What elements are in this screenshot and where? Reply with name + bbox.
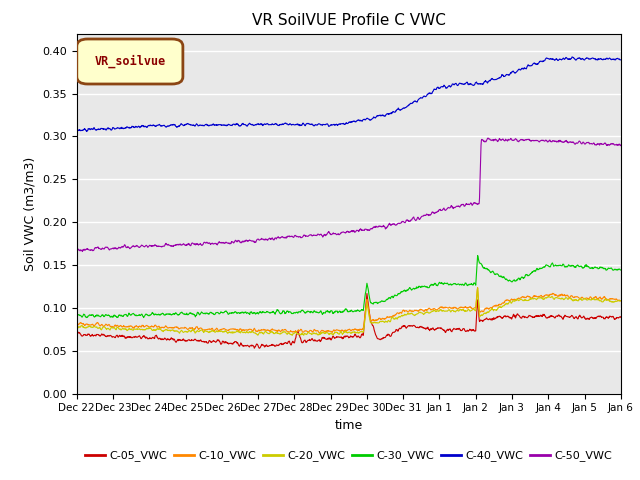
Legend: C-05_VWC, C-10_VWC, C-20_VWC, C-30_VWC, C-40_VWC, C-50_VWC: C-05_VWC, C-10_VWC, C-20_VWC, C-30_VWC, … [81,446,616,466]
FancyBboxPatch shape [77,39,183,84]
Title: VR SoilVUE Profile C VWC: VR SoilVUE Profile C VWC [252,13,445,28]
X-axis label: time: time [335,419,363,432]
Y-axis label: Soil VWC (m3/m3): Soil VWC (m3/m3) [24,156,36,271]
Text: VR_soilvue: VR_soilvue [95,54,166,68]
